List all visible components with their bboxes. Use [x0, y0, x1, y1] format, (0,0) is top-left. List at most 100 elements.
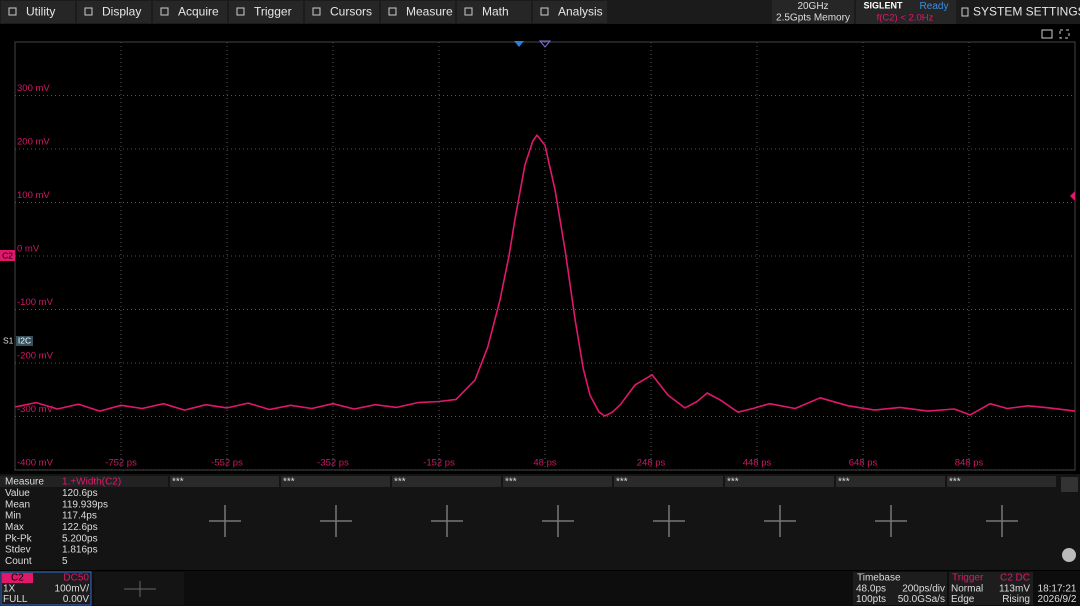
slot-add-icon[interactable] — [653, 505, 685, 537]
slot-add-icon[interactable] — [542, 505, 574, 537]
trigger-level-marker — [1070, 191, 1075, 201]
slot-header[interactable] — [836, 476, 945, 487]
slot-label: *** — [616, 477, 628, 488]
menu-button[interactable] — [153, 1, 227, 23]
measure-label: Stdev — [5, 545, 31, 556]
trigger-level: 113mV — [999, 584, 1030, 595]
status-box — [856, 0, 956, 24]
measure-label: Count — [5, 556, 32, 567]
screenshot-icon[interactable] — [1041, 29, 1053, 39]
slot-add-icon[interactable] — [320, 505, 352, 537]
slot-header[interactable] — [170, 476, 279, 487]
menu-icon — [464, 7, 473, 16]
slot-label: *** — [283, 477, 295, 488]
channel-marker — [0, 250, 15, 261]
channel-name: C2 — [11, 573, 24, 584]
slot-header[interactable] — [725, 476, 834, 487]
slot-add-icon[interactable] — [431, 505, 463, 537]
measure-label: Value — [5, 488, 30, 499]
add-icon — [124, 581, 156, 597]
y-tick-label: -300 mV — [17, 404, 54, 415]
x-tick-label: 448 ps — [743, 458, 772, 469]
slot-label: *** — [727, 477, 739, 488]
slot-add-icon[interactable] — [986, 505, 1018, 537]
channel-tag — [2, 573, 33, 583]
x-tick-label: 48 ps — [533, 458, 556, 469]
measure-value: 120.6ps — [62, 488, 98, 499]
timebase-scale: 200ps/div — [902, 584, 945, 595]
measure-title: Measure — [5, 477, 44, 488]
channel-bandwidth: FULL — [3, 594, 28, 605]
menu-icon — [312, 7, 321, 16]
menu-icon — [388, 7, 397, 16]
menu-button[interactable] — [305, 1, 379, 23]
x-tick-label: 648 ps — [849, 458, 878, 469]
slot-add-icon[interactable] — [875, 505, 907, 537]
trigger-source: C2 DC — [1000, 573, 1030, 584]
timebase-title: Timebase — [857, 573, 901, 584]
channel-probe: 1X — [3, 584, 16, 595]
channel-coupling: DC50 — [63, 573, 89, 584]
menu-icon — [84, 7, 93, 16]
measure-value: 5.200ps — [62, 533, 98, 544]
trigger-type: Edge — [951, 594, 975, 605]
waveform-trace — [14, 134, 1076, 417]
menu: Utility Display Acquire Trigger Cursors Measu… — [1, 1, 607, 23]
y-tick-label: 300 mV — [17, 83, 50, 94]
measure-source: 1.+Width(C2) — [62, 477, 121, 488]
delay-marker — [538, 40, 552, 48]
measure-panel — [0, 474, 1080, 570]
trigger-box[interactable] — [949, 572, 1033, 605]
menu-icon — [8, 7, 17, 16]
x-tick-label: -752 ps — [105, 458, 137, 469]
x-tick-label: -352 ps — [317, 458, 349, 469]
bus-marker — [16, 336, 33, 346]
measure-label: Pk-Pk — [5, 533, 33, 544]
measure-table: Value 120.6ps Mean 119.939ps Min 117.4ps Max 12… — [5, 476, 1056, 567]
menu-button[interactable] — [229, 1, 303, 23]
slot-label: *** — [838, 477, 850, 488]
slot-header[interactable] — [503, 476, 612, 487]
slot-label: *** — [505, 477, 517, 488]
trigger-slope: Rising — [1002, 594, 1030, 605]
menu-button[interactable] — [533, 1, 607, 23]
menu-button[interactable] — [457, 1, 531, 23]
channel-scale: 100mV/ — [55, 584, 90, 595]
menu-button[interactable] — [77, 1, 151, 23]
menu-button[interactable] — [1, 1, 75, 23]
slot-header[interactable] — [614, 476, 723, 487]
panel-knob[interactable] — [1062, 548, 1076, 562]
measure-label: Mean — [5, 499, 30, 510]
measure-value: 5 — [62, 556, 68, 567]
y-tick-label: -100 mV — [17, 297, 54, 308]
timebase-rate: 50.0GSa/s — [898, 594, 945, 605]
plot-area: -752 ps -552 ps -352 ps -152 ps 48 ps 248 ps 4… — [14, 41, 1076, 471]
bandwidth: 20GHz — [797, 1, 828, 12]
menu-item: Utility — [26, 5, 55, 19]
menu-icon — [236, 7, 245, 16]
panel-button[interactable] — [1061, 477, 1078, 492]
clock-date: 2026/9/2 — [1038, 594, 1077, 605]
slot-add-icon[interactable] — [764, 505, 796, 537]
timebase-points: 100pts — [856, 594, 886, 605]
measure-header — [0, 476, 168, 487]
timebase-box[interactable] — [853, 572, 947, 605]
slot-label: *** — [394, 477, 406, 488]
slot-header[interactable] — [947, 476, 1056, 487]
menu-button[interactable] — [381, 1, 455, 23]
fullscreen-icon[interactable] — [1059, 29, 1070, 39]
slot-header[interactable] — [392, 476, 501, 487]
status-box — [772, 0, 854, 24]
menu-icon — [160, 7, 169, 16]
bus-label: S1 — [3, 335, 14, 345]
system-settings[interactable]: SYSTEM SETTINGS — [973, 5, 1080, 19]
y-tick-label: 200 mV — [17, 137, 50, 148]
x-tick-label: -152 ps — [423, 458, 455, 469]
brand: SIGLENT — [863, 0, 903, 10]
clock-time: 18:17:21 — [1038, 584, 1077, 595]
measure-value: 1.816ps — [62, 545, 98, 556]
measure-label: Max — [5, 522, 24, 533]
slot-header[interactable] — [281, 476, 390, 487]
slot-add-icon[interactable] — [209, 505, 241, 537]
